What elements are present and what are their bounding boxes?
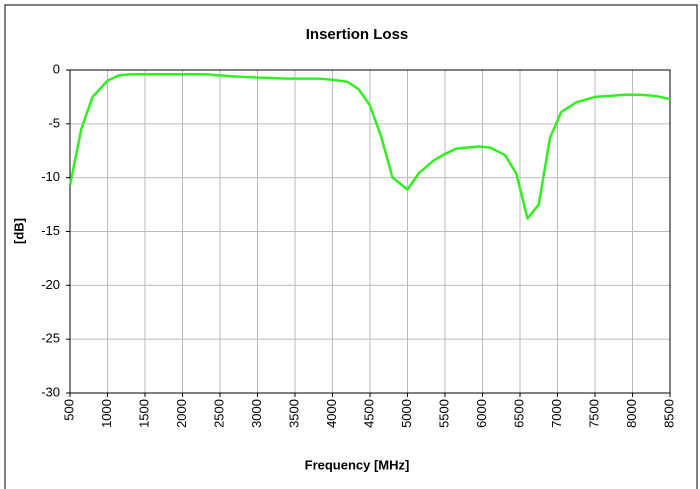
- y-tick-label: -5: [48, 115, 60, 130]
- chart-title: Insertion Loss: [306, 26, 409, 43]
- x-tick-label: 5500: [436, 399, 451, 428]
- x-tick-label: 6500: [511, 399, 526, 428]
- y-tick-label: -25: [41, 331, 60, 346]
- x-tick-label: 5000: [399, 399, 414, 428]
- x-tick-label: 7000: [549, 399, 564, 428]
- y-tick-label: -20: [41, 277, 60, 292]
- y-tick-label: 0: [53, 61, 60, 76]
- x-tick-label: 4500: [361, 399, 376, 428]
- y-tick-label: -30: [41, 384, 60, 399]
- y-axis-label: [dB]: [11, 218, 26, 244]
- plot-border: [69, 69, 671, 394]
- x-tick-label: 1500: [136, 399, 151, 428]
- x-tick-label: 8000: [624, 399, 639, 428]
- x-tick-label: 3500: [286, 399, 301, 428]
- x-tick-label: 4000: [324, 399, 339, 428]
- x-tick-label: 2000: [174, 399, 189, 428]
- x-tick-label: 3000: [249, 399, 264, 428]
- y-tick-label: -10: [41, 169, 60, 184]
- data-line: [68, 73, 671, 220]
- x-tick-label: 7500: [586, 399, 601, 428]
- x-tick-label: 500: [61, 399, 76, 421]
- y-tick-label: -15: [41, 223, 60, 238]
- x-tick-label: 8500: [661, 399, 676, 428]
- x-tick-label: 2500: [211, 399, 226, 428]
- x-tick-label: 1000: [99, 399, 114, 428]
- x-axis-label: Frequency [MHz]: [305, 457, 410, 472]
- x-tick-label: 6000: [474, 399, 489, 428]
